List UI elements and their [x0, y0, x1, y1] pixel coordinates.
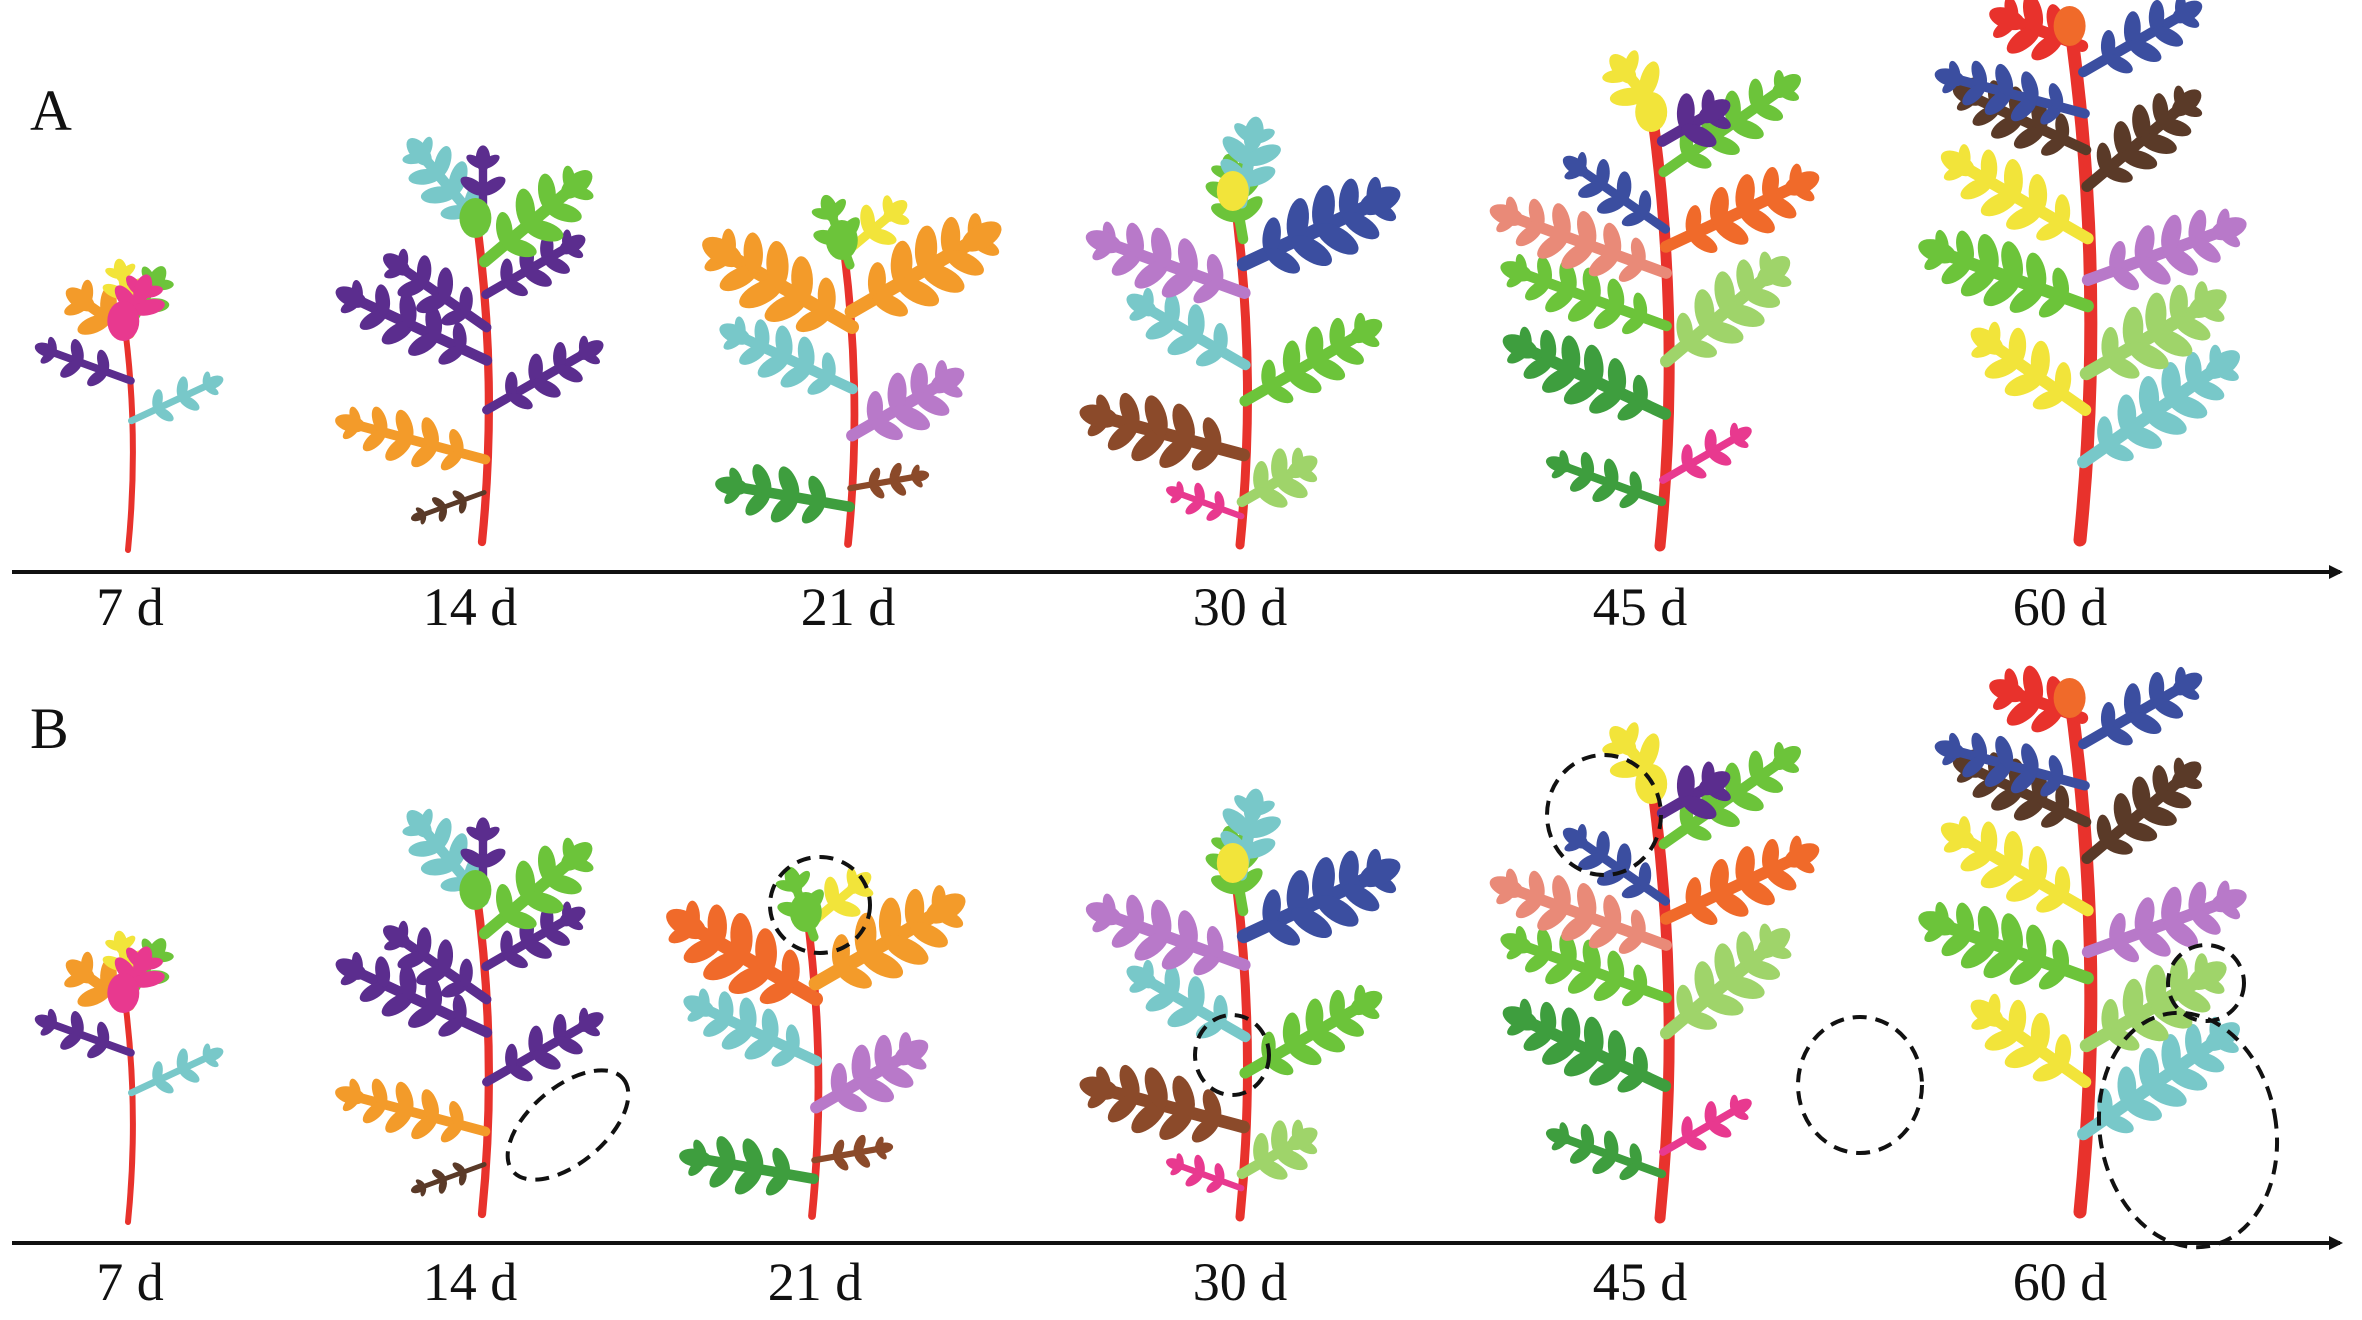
- panel-b-day-label: 45 d: [1592, 1252, 1688, 1312]
- panel-a-day-label: 30 d: [1192, 577, 1288, 637]
- panel-a-day-label: 7 d: [96, 577, 164, 637]
- highlight-circle: [2096, 1010, 2280, 1250]
- panel-b-day-label: 14 d: [422, 1252, 518, 1312]
- highlight-circle: [505, 1068, 631, 1182]
- panel-a-day-label: 14 d: [422, 577, 518, 637]
- panel-b-day-label: 30 d: [1192, 1252, 1288, 1312]
- panel-b-label: B: [30, 696, 69, 761]
- highlight-circle: [1545, 753, 1663, 877]
- highlight-circle: [1796, 1015, 1924, 1155]
- panel-b-highlight-circles: [505, 753, 2280, 1250]
- highlight-circle: [1193, 1013, 1271, 1097]
- panel-b-day-label: 7 d: [96, 1252, 164, 1312]
- panel-a-day-label: 45 d: [1592, 577, 1688, 637]
- panel-a-day-label: 21 d: [800, 577, 896, 637]
- panel-b-day-label: 21 d: [767, 1252, 863, 1312]
- panel-a-day-label: 60 d: [2012, 577, 2108, 637]
- highlight-circle: [768, 855, 872, 955]
- panel-a-label: A: [30, 78, 72, 143]
- panel-b-plants: [34, 665, 2247, 1225]
- panel-b-day-label: 60 d: [2012, 1252, 2108, 1312]
- highlight-circle: [2166, 943, 2246, 1023]
- panel-a-plants: [34, 0, 2247, 553]
